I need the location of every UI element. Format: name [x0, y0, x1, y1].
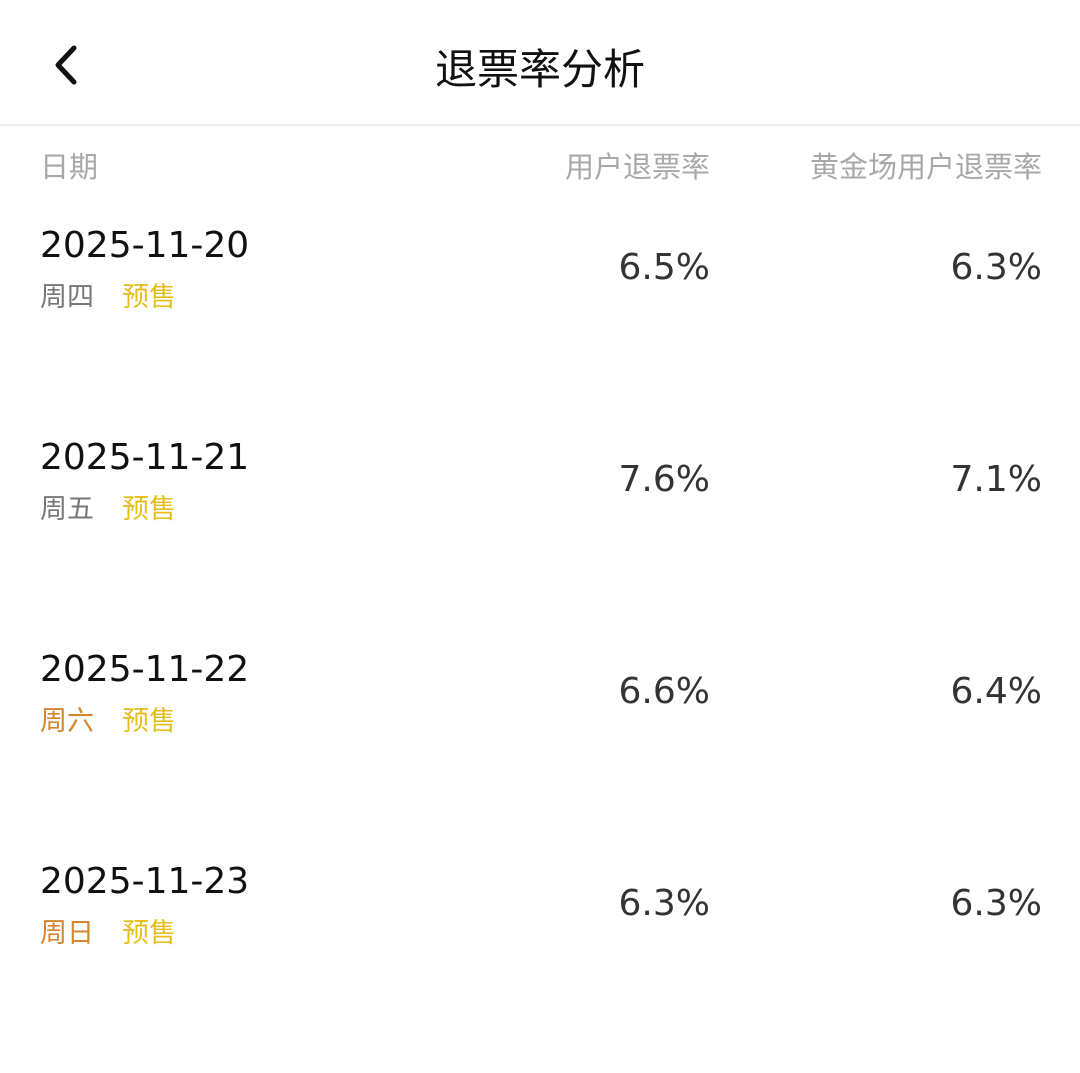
table-row[interactable]: 2025-11-23 周日 预售 6.3% 6.3% [0, 861, 1080, 1073]
row-date: 2025-11-23 [40, 861, 250, 902]
column-header-date: 日期 [40, 150, 99, 184]
chevron-left-icon [55, 45, 77, 85]
table-row[interactable]: 2025-11-21 周五 预售 7.6% 7.1% [0, 437, 1080, 649]
row-tags: 周六 预售 [40, 699, 176, 738]
row-tags: 周五 预售 [40, 487, 176, 526]
user-refund-rate: 6.5% [618, 247, 710, 288]
weekday-label: 周六 [40, 706, 94, 737]
user-refund-rate: 6.6% [618, 671, 710, 712]
golden-refund-rate: 6.4% [950, 671, 1042, 712]
row-date: 2025-11-21 [40, 437, 250, 478]
golden-refund-rate: 6.3% [950, 247, 1042, 288]
row-tags: 周四 预售 [40, 275, 176, 314]
back-button[interactable] [40, 30, 100, 100]
row-date: 2025-11-20 [40, 225, 250, 266]
page-title: 退票率分析 [434, 45, 645, 94]
column-header-golden-rate: 黄金场用户退票率 [809, 150, 1042, 184]
weekday-label: 周四 [40, 282, 94, 313]
presale-badge: 预售 [122, 918, 176, 949]
row-date: 2025-11-22 [40, 649, 250, 690]
golden-refund-rate: 6.3% [950, 883, 1042, 924]
table-row[interactable]: 2025-11-20 周四 预售 6.5% 6.3% [0, 225, 1080, 437]
column-header-user-rate: 用户退票率 [564, 150, 710, 184]
weekday-label: 周五 [40, 494, 94, 525]
nav-header: 退票率分析 [0, 0, 1080, 126]
user-refund-rate: 6.3% [618, 883, 710, 924]
table-row[interactable]: 2025-11-22 周六 预售 6.6% 6.4% [0, 649, 1080, 861]
presale-badge: 预售 [122, 494, 176, 525]
presale-badge: 预售 [122, 282, 176, 313]
weekday-label: 周日 [40, 918, 94, 949]
row-tags: 周日 预售 [40, 911, 176, 950]
golden-refund-rate: 7.1% [950, 459, 1042, 500]
presale-badge: 预售 [122, 706, 176, 737]
user-refund-rate: 7.6% [618, 459, 710, 500]
